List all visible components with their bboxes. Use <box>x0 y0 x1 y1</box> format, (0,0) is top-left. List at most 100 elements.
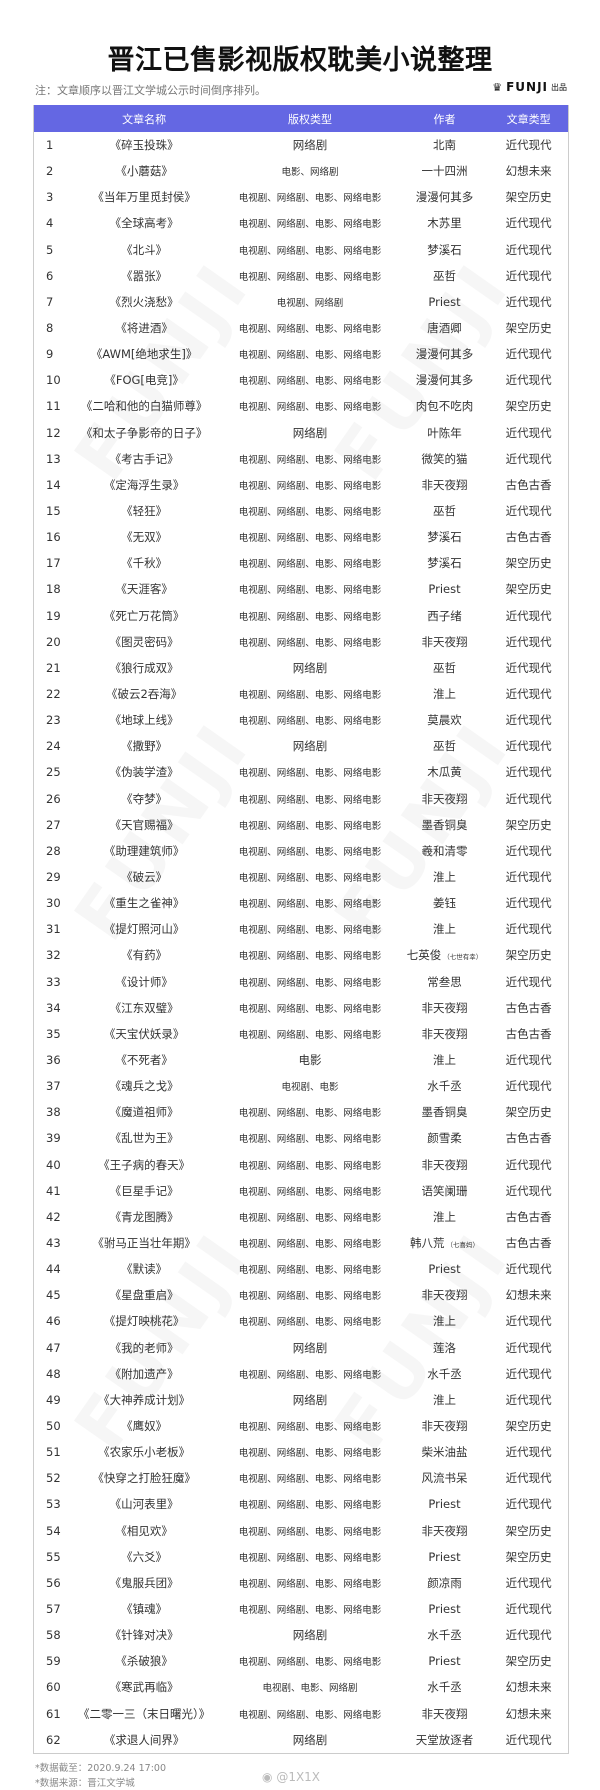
novel-title: 《北斗》 <box>68 242 220 258</box>
rights-type-text: 电视剧、网络剧、电影、网络电影 <box>238 690 382 702</box>
row-number: 22 <box>34 687 68 701</box>
row-number-text: 19 <box>46 608 61 623</box>
genre-text: 古色古香 <box>505 1026 552 1041</box>
genre-text: 架空历史 <box>505 817 552 832</box>
row-number-text: 49 <box>46 1392 61 1407</box>
author-alias: （七喜妈） <box>446 1240 479 1249</box>
novel-title-text: 《乱世为王》 <box>109 1131 179 1146</box>
row-number-text: 33 <box>46 974 61 989</box>
genre-text: 近代现代 <box>505 1079 552 1094</box>
novel-title-text: 《考古手记》 <box>109 451 179 466</box>
author-text: 水千丞 <box>427 1680 462 1695</box>
row-number-text: 21 <box>46 660 61 675</box>
genre-text: 古色古香 <box>505 477 552 492</box>
row-number-text: 28 <box>46 843 61 858</box>
rights-type: 电视剧、网络剧、电影、网络电影 <box>220 478 399 492</box>
genre-text: 近代现代 <box>505 687 552 702</box>
table-row: 17 《千秋》 电视剧、网络剧、电影、网络电影 梦溪石 架空历史 <box>34 550 568 576</box>
table-row: 15 《轻狂》 电视剧、网络剧、电影、网络电影 巫哲 近代现代 <box>34 498 568 524</box>
table-row: 22 《破云2吞海》 电视剧、网络剧、电影、网络电影 淮上 近代现代 <box>34 681 568 707</box>
row-number-text: 20 <box>46 634 61 649</box>
novel-title-text: 《江东双璧》 <box>109 1000 179 1015</box>
rights-type-text: 电视剧、网络剧、电影、网络电影 <box>238 1108 382 1120</box>
author: Priest <box>400 1654 490 1668</box>
novel-title-text: 《北斗》 <box>121 242 168 257</box>
rights-type: 电视剧、网络剧、电影、网络电影 <box>220 870 399 884</box>
rights-type: 电视剧、网络剧、电影、网络电影 <box>220 1236 399 1250</box>
data-date: *数据截至：2020.9.24 17:00 <box>35 1763 166 1774</box>
author: 肉包不吃肉 <box>400 398 490 414</box>
author-text: Priest <box>428 1601 461 1616</box>
genre: 近代现代 <box>489 791 568 807</box>
author-text: 肉包不吃肉 <box>415 399 474 414</box>
author: 微笑的猫 <box>400 451 490 467</box>
novel-title-text: 《设计师》 <box>115 974 173 989</box>
rights-type-text: 电视剧、网络剧、电影、网络电影 <box>238 219 382 231</box>
row-number-text: 11 <box>46 399 61 414</box>
author-text: 梦溪石 <box>427 242 462 257</box>
genre: 幻想未来 <box>489 1287 568 1303</box>
rights-type: 电视剧、网络剧、电影、网络电影 <box>220 530 399 544</box>
author-text: 颜雪柔 <box>427 1131 462 1146</box>
genre: 近代现代 <box>489 346 568 362</box>
table-row: 10 《FOG[电竞]》 电视剧、网络剧、电影、网络电影 漫漫何其多 近代现代 <box>34 367 568 393</box>
row-number-text: 16 <box>46 530 61 545</box>
table-header: 文章名称 版权类型 作者 文章类型 <box>34 105 568 132</box>
rights-type-text: 电视剧、网络剧、电影、网络电影 <box>238 1212 382 1224</box>
novel-title: 《无双》 <box>68 529 220 545</box>
row-number-text: 50 <box>46 1418 61 1433</box>
rights-type: 电视剧、网络剧、电影、网络电影 <box>220 1471 399 1485</box>
author-text: 莫晨欢 <box>427 713 462 728</box>
row-number-text: 13 <box>46 451 61 466</box>
row-number: 7 <box>34 295 68 309</box>
row-number: 19 <box>34 609 68 623</box>
novel-title-text: 《烈火浇愁》 <box>109 294 179 309</box>
table-row: 11 《二哈和他的白猫师尊》 电视剧、网络剧、电影、网络电影 肉包不吃肉 架空历史 <box>34 393 568 419</box>
author-text: 梦溪石 <box>427 530 462 545</box>
author-text: 巫哲 <box>432 660 456 675</box>
rights-type-text: 电视剧、网络剧、电影、网络电影 <box>238 1657 382 1669</box>
genre: 近代现代 <box>489 1078 568 1094</box>
row-number: 24 <box>34 739 68 753</box>
author-text: 语笑阑珊 <box>421 1183 468 1198</box>
rights-type-text: 电视剧、网络剧、电影、网络电影 <box>238 977 382 989</box>
author: 非天夜翔 <box>400 477 490 493</box>
data-source: *数据来源：晋江文学城 <box>35 1778 135 1789</box>
row-number-text: 62 <box>46 1732 61 1747</box>
row-number-text: 40 <box>46 1157 61 1172</box>
novel-title-text: 《死亡万花筒》 <box>103 608 185 623</box>
author-text: 漫漫何其多 <box>415 347 474 362</box>
author: 语笑阑珊 <box>400 1183 490 1199</box>
novel-title: 《当年万里觅封侯》 <box>68 189 220 205</box>
novel-title-text: 《助理建筑师》 <box>103 843 185 858</box>
novel-title: 《全球高考》 <box>68 215 220 231</box>
author: 常叁思 <box>400 974 490 990</box>
author-text: 淮上 <box>432 922 456 937</box>
novel-title: 《考古手记》 <box>68 451 220 467</box>
table-row: 4 《全球高考》 电视剧、网络剧、电影、网络电影 木苏里 近代现代 <box>34 210 568 236</box>
author-text: 漫漫何其多 <box>415 373 474 388</box>
row-number: 32 <box>34 948 68 962</box>
novel-title: 《天官赐福》 <box>68 817 220 833</box>
genre: 近代现代 <box>489 895 568 911</box>
author-text: 韩八荒 <box>409 1235 445 1250</box>
rights-type: 电视剧、网络剧、电影、网络电影 <box>220 713 399 727</box>
table-row: 36 《不死者》 电影 淮上 近代现代 <box>34 1047 568 1073</box>
table-row: 35 《天宝伏妖录》 电视剧、网络剧、电影、网络电影 非天夜翔 古色古香 <box>34 1021 568 1047</box>
row-number: 2 <box>34 164 68 178</box>
author: 非天夜翔 <box>400 1523 490 1539</box>
table-row: 31 《提灯照河山》 电视剧、网络剧、电影、网络电影 淮上 近代现代 <box>34 916 568 942</box>
row-number-text: 54 <box>46 1523 61 1538</box>
author: 淮上 <box>400 1313 490 1329</box>
author: 姜钰 <box>400 895 490 911</box>
rights-type: 电视剧、网络剧、电影、网络电影 <box>220 321 399 335</box>
genre: 近代现代 <box>489 1313 568 1329</box>
brand-name: FUNJI <box>506 80 548 94</box>
row-number: 21 <box>34 661 68 675</box>
rights-type: 电视剧、网络剧、电影、网络电影 <box>220 792 399 806</box>
genre: 架空历史 <box>489 1549 568 1565</box>
rights-type: 电视剧、网络剧、电影、网络电影 <box>220 1210 399 1224</box>
author: 非天夜翔 <box>400 1287 490 1303</box>
novel-title: 《星盘重启》 <box>68 1287 220 1303</box>
author: 淮上 <box>400 921 490 937</box>
